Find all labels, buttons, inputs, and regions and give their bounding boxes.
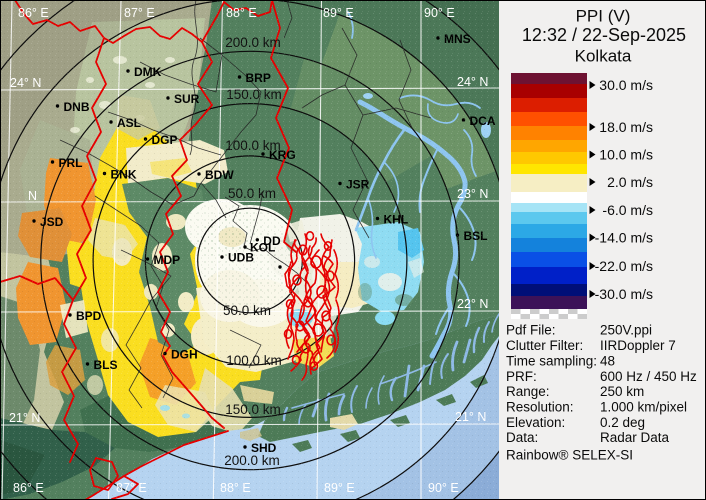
svg-text:48: 48 [600, 354, 615, 369]
svg-text:Clutter Filter:: Clutter Filter: [506, 338, 583, 353]
svg-text:0.2 deg: 0.2 deg [600, 415, 645, 430]
svg-text:10.0 m/s: 10.0 m/s [599, 147, 653, 163]
svg-text:18.0 m/s: 18.0 m/s [599, 119, 653, 135]
svg-text:12:32 / 22-Sep-2025: 12:32 / 22-Sep-2025 [522, 25, 686, 45]
svg-text:Pdf File:: Pdf File: [506, 323, 556, 338]
svg-text:Radar Data: Radar Data [600, 430, 670, 445]
svg-text:Resolution:: Resolution: [506, 400, 574, 415]
svg-text:600 Hz / 450 Hz: 600 Hz / 450 Hz [600, 369, 697, 384]
svg-text:Range:: Range: [506, 384, 550, 399]
svg-text:-22.0 m/s: -22.0 m/s [595, 258, 653, 274]
svg-text:Elevation:: Elevation: [506, 415, 565, 430]
svg-text:250V.ppi: 250V.ppi [600, 323, 652, 338]
svg-text:Time sampling:: Time sampling: [506, 354, 597, 369]
svg-text:PRF:: PRF: [506, 369, 537, 384]
svg-text:PPI (V): PPI (V) [576, 7, 631, 26]
svg-text:250 km: 250 km [600, 384, 644, 399]
svg-text:2.0 m/s: 2.0 m/s [607, 174, 653, 190]
svg-text:Kolkata: Kolkata [575, 47, 632, 66]
svg-text:-30.0 m/s: -30.0 m/s [595, 286, 653, 302]
svg-text:-6.0 m/s: -6.0 m/s [602, 202, 653, 218]
svg-text:Rainbow® SELEX-SI: Rainbow® SELEX-SI [506, 448, 633, 463]
svg-text:Data:: Data: [506, 430, 538, 445]
svg-text:30.0 m/s: 30.0 m/s [599, 77, 653, 93]
svg-text:IIRDoppler 7: IIRDoppler 7 [600, 338, 676, 353]
svg-text:-14.0 m/s: -14.0 m/s [595, 230, 653, 246]
svg-text:1.000 km/pixel: 1.000 km/pixel [600, 400, 687, 415]
